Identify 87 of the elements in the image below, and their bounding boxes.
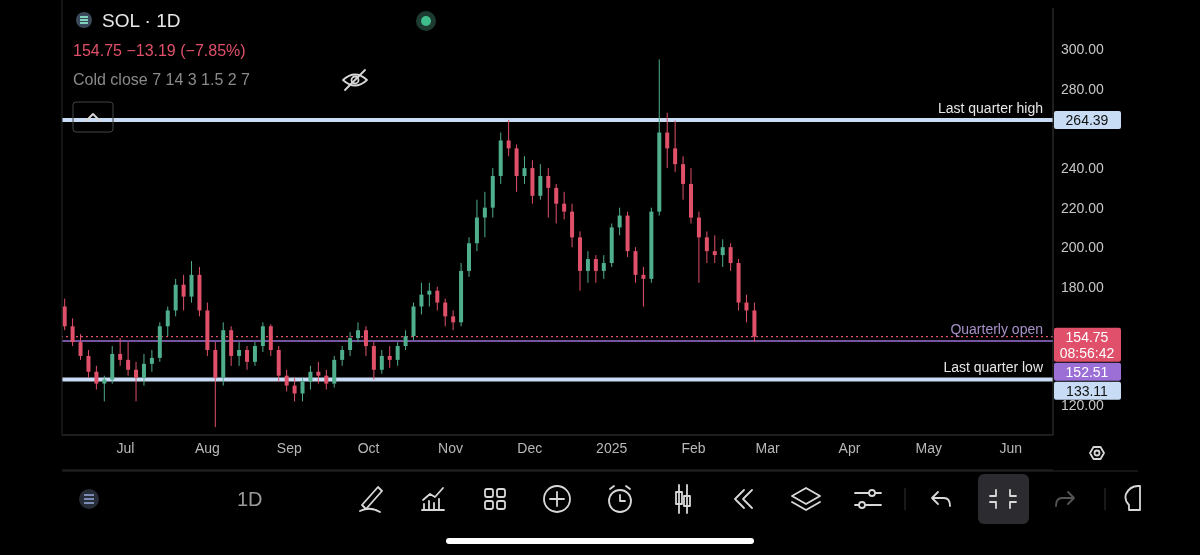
x-tick-label: Feb bbox=[681, 439, 706, 456]
candlestick bbox=[181, 274, 186, 311]
x-tick-label: Jul bbox=[116, 439, 135, 456]
candlestick bbox=[435, 286, 440, 311]
candlestick bbox=[149, 349, 154, 373]
text: 264.39 bbox=[1065, 111, 1109, 128]
candlestick bbox=[451, 309, 456, 331]
text: 154.75 −13.19 (−7.85%) bbox=[73, 42, 246, 60]
candlestick bbox=[387, 345, 392, 369]
x-tick-label: May bbox=[915, 439, 943, 456]
y-tick-label: 240.00 bbox=[1061, 160, 1105, 177]
candlestick bbox=[284, 369, 289, 393]
candlestick bbox=[617, 207, 622, 236]
candlestick bbox=[546, 167, 551, 219]
x-tick-label: Dec bbox=[517, 439, 543, 456]
candlestick bbox=[728, 242, 733, 272]
candlestick bbox=[562, 191, 567, 221]
candlestick bbox=[665, 112, 670, 169]
chart-title: SOL · 1D bbox=[102, 10, 181, 32]
candlestick bbox=[118, 337, 123, 367]
annotation: Cold close 7 14 3 1.5 2 7 bbox=[73, 71, 251, 89]
y-tick-label: 180.00 bbox=[1061, 278, 1105, 295]
text: 133.11 bbox=[1066, 382, 1109, 399]
candlestick bbox=[165, 306, 170, 337]
candlestick bbox=[252, 341, 257, 367]
x-tick-label: Nov bbox=[438, 439, 463, 456]
y-tick-label: 120.00 bbox=[1061, 397, 1105, 414]
x-tick-label: Oct bbox=[357, 439, 380, 456]
text: 154.75 bbox=[1065, 328, 1109, 345]
candlestick bbox=[324, 369, 329, 391]
candlestick bbox=[506, 119, 511, 157]
candlestick bbox=[395, 341, 400, 367]
x-tick-label: Apr bbox=[838, 439, 861, 456]
candlestick bbox=[126, 341, 131, 377]
candlestick bbox=[696, 211, 701, 284]
text: 08:56:42 bbox=[1059, 344, 1115, 361]
x-tick-label: Jun bbox=[999, 439, 1023, 456]
candlestick bbox=[356, 321, 361, 343]
candlestick bbox=[102, 375, 107, 402]
candlestick bbox=[189, 260, 194, 304]
candlestick bbox=[522, 155, 527, 185]
candlestick bbox=[443, 298, 448, 327]
text: 152.51 bbox=[1065, 363, 1109, 380]
y-tick-label: 300.00 bbox=[1061, 41, 1105, 58]
candlestick bbox=[260, 321, 265, 353]
text: 1D bbox=[237, 488, 263, 511]
candlestick bbox=[237, 341, 242, 367]
candlestick bbox=[62, 298, 67, 331]
candlestick bbox=[300, 377, 305, 402]
y-tick-label: 280.00 bbox=[1061, 81, 1105, 98]
candlestick bbox=[704, 230, 709, 264]
candlestick bbox=[712, 234, 717, 264]
candlestick bbox=[94, 365, 99, 391]
candlestick bbox=[332, 355, 337, 389]
candlestick bbox=[681, 155, 686, 201]
candlestick bbox=[633, 246, 638, 284]
y-tick-label: 200.00 bbox=[1061, 239, 1105, 256]
candlestick bbox=[316, 361, 321, 385]
ref-line-label: Last quarter low bbox=[943, 359, 1044, 376]
x-tick-label: 2025 bbox=[596, 439, 628, 456]
candlestick bbox=[403, 329, 408, 351]
candlestick bbox=[308, 365, 313, 391]
candlestick bbox=[641, 266, 646, 307]
candlestick bbox=[593, 254, 598, 284]
candlestick bbox=[134, 361, 139, 402]
candlestick bbox=[348, 331, 353, 357]
candlestick bbox=[419, 282, 424, 315]
candlestick bbox=[340, 345, 345, 367]
candlestick bbox=[371, 341, 376, 381]
y-tick-label: 220.00 bbox=[1061, 199, 1105, 216]
candlestick bbox=[601, 254, 606, 280]
candlestick bbox=[538, 163, 543, 201]
candlestick bbox=[86, 349, 91, 379]
candlestick bbox=[379, 349, 384, 375]
candlestick bbox=[141, 353, 146, 387]
candlestick bbox=[673, 120, 678, 173]
candlestick bbox=[427, 282, 432, 307]
candlestick bbox=[482, 191, 487, 238]
candlestick bbox=[585, 250, 590, 284]
candlestick bbox=[554, 183, 559, 224]
ref-line-label: Last quarter high bbox=[937, 99, 1043, 116]
candlestick bbox=[720, 238, 725, 268]
x-tick-label: Sep bbox=[276, 439, 302, 456]
x-tick-label: Mar bbox=[755, 439, 780, 456]
ref-line-label: Quarterly open bbox=[950, 321, 1043, 338]
x-tick-label: Aug bbox=[194, 439, 220, 456]
candlestick bbox=[245, 345, 250, 371]
